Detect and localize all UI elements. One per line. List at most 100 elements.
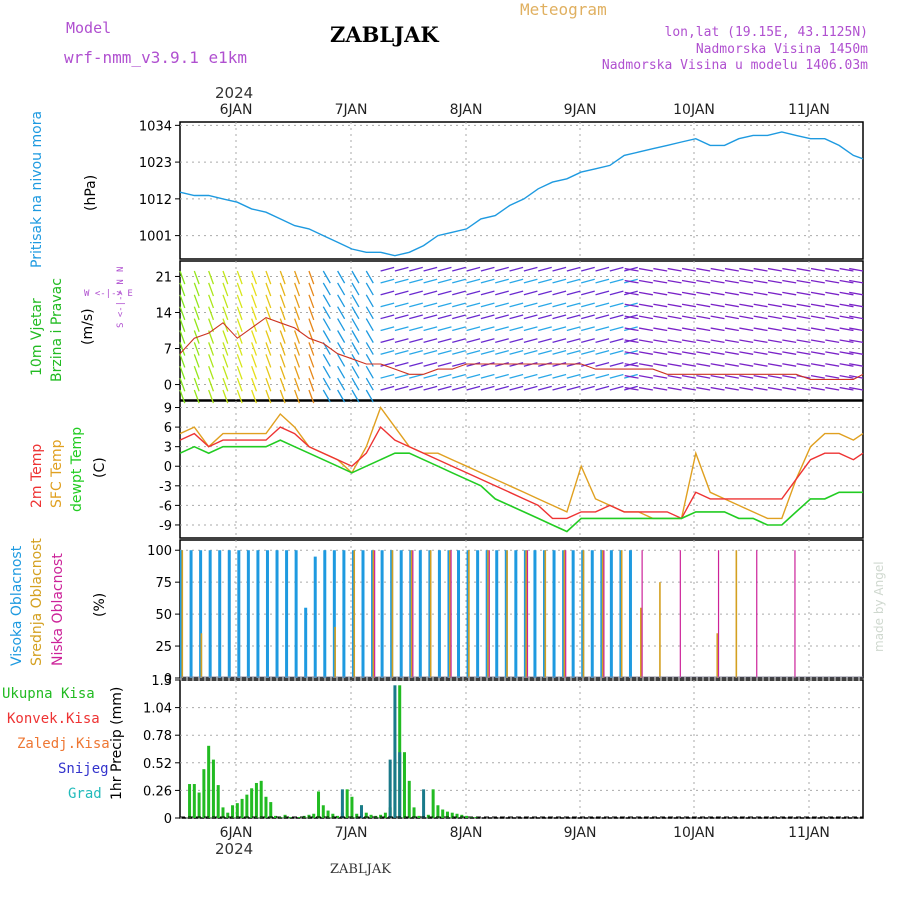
wind-barb <box>480 290 495 296</box>
wind-barb <box>710 363 725 367</box>
wind-barb <box>566 373 581 379</box>
wind-barb <box>796 339 811 344</box>
wind-barb <box>251 330 258 344</box>
wind-barb <box>566 314 581 320</box>
wind-barb <box>279 377 286 392</box>
wind-barb <box>265 318 272 332</box>
wind-barb <box>509 278 524 284</box>
cloud-mid-bar <box>582 550 585 678</box>
wind-barb <box>767 291 782 296</box>
legend-snow: Snijeg <box>58 761 109 777</box>
cloud-mid-bar <box>372 550 375 678</box>
cloud-low-bar <box>641 550 643 678</box>
wind-barb <box>696 267 711 272</box>
cloud-high-bar <box>189 550 193 678</box>
cloud-high-bar <box>533 550 537 678</box>
wind-barb <box>466 338 481 344</box>
wind-barb <box>394 338 409 344</box>
wind-barb <box>767 303 782 308</box>
wind-barb <box>208 306 215 321</box>
wind-barb <box>538 314 552 320</box>
wind-barb <box>595 278 610 284</box>
wind-speed-line <box>179 316 864 380</box>
wind-barb <box>222 342 229 356</box>
precip-total-bar <box>417 815 421 818</box>
wind-barb <box>782 327 797 332</box>
day-label-bottom: 8JAN <box>450 825 483 841</box>
legend-frozen: Zaledj.Kisa <box>17 736 110 752</box>
wind-barb <box>849 363 864 367</box>
cloud-mid-bar <box>391 550 394 678</box>
wind-barb <box>480 338 495 344</box>
wind-barb <box>337 389 346 403</box>
wind-barb <box>495 290 509 296</box>
wind-barb <box>409 314 423 320</box>
wind-barb <box>825 267 840 272</box>
wind-barb <box>308 294 315 309</box>
precip-total-bar <box>211 759 215 818</box>
cloud-mid-bar <box>563 550 566 678</box>
wind-barb <box>452 361 466 367</box>
cloud-ytick-label: 100 <box>147 544 172 559</box>
wind-barb <box>767 267 782 272</box>
wind-barb <box>222 270 229 285</box>
precip-total-bar <box>197 792 201 818</box>
cloud-mid-bar <box>200 633 203 678</box>
temp-ytick-label: -9 <box>159 519 172 534</box>
wind-barb <box>839 327 854 332</box>
wind-barb <box>251 306 258 321</box>
wind-barb <box>365 365 374 379</box>
cloud-mid-bar <box>181 550 184 678</box>
wind-barb <box>739 267 754 272</box>
wind-barb <box>782 386 797 391</box>
wind-barb <box>825 327 840 332</box>
model-name: wrf-nmm_v3.9.1 e1km <box>64 48 248 67</box>
pressure-line <box>179 131 864 257</box>
wind-barb <box>653 279 668 284</box>
wind-barb <box>380 278 395 284</box>
precip-total-bar <box>455 813 459 818</box>
wind-barb <box>767 351 782 355</box>
precip-total-bar <box>465 815 469 818</box>
wind-barb <box>667 386 682 391</box>
precip-total-bar <box>407 780 411 818</box>
wind-barb <box>595 266 610 272</box>
wind-barb <box>566 302 581 308</box>
wind-barb <box>179 354 186 368</box>
cloud-high-bar <box>285 550 289 678</box>
wind-barb <box>609 302 624 308</box>
precip-total-bar <box>383 812 387 818</box>
wind-barb <box>251 389 258 404</box>
wind-barb <box>423 278 438 284</box>
temp-frame <box>179 400 864 539</box>
wind-barb <box>753 375 768 379</box>
wind-barb <box>294 330 301 344</box>
wind-barb <box>509 385 524 391</box>
wind-barb <box>380 385 395 391</box>
wind-barb <box>638 339 653 344</box>
cloud-high-bar <box>399 550 403 678</box>
wind-barb <box>595 314 610 320</box>
wind-barb <box>810 351 825 355</box>
wind-barb <box>595 385 610 391</box>
wind-barb <box>624 386 639 391</box>
wind-barb <box>810 363 825 367</box>
precip-total-bar <box>264 796 268 818</box>
wind-barb <box>796 386 811 391</box>
wind-barb <box>179 282 186 297</box>
wind-barb <box>667 363 682 367</box>
wind-barb <box>767 363 782 367</box>
wind-barb <box>566 278 581 284</box>
bottom-title: ZABLJAK <box>330 862 391 877</box>
wind-barb <box>265 342 272 356</box>
wind-barb <box>609 385 624 391</box>
wind-barb <box>724 351 739 355</box>
cloud-high-bar <box>332 550 336 678</box>
wind-barb <box>452 314 466 320</box>
wind-barb <box>609 326 624 332</box>
wind-barb <box>466 326 481 332</box>
cloud-mid-bar <box>448 550 451 678</box>
wind-barb <box>609 361 624 367</box>
precip-total-bar <box>235 803 239 818</box>
wind-barb <box>222 306 229 321</box>
